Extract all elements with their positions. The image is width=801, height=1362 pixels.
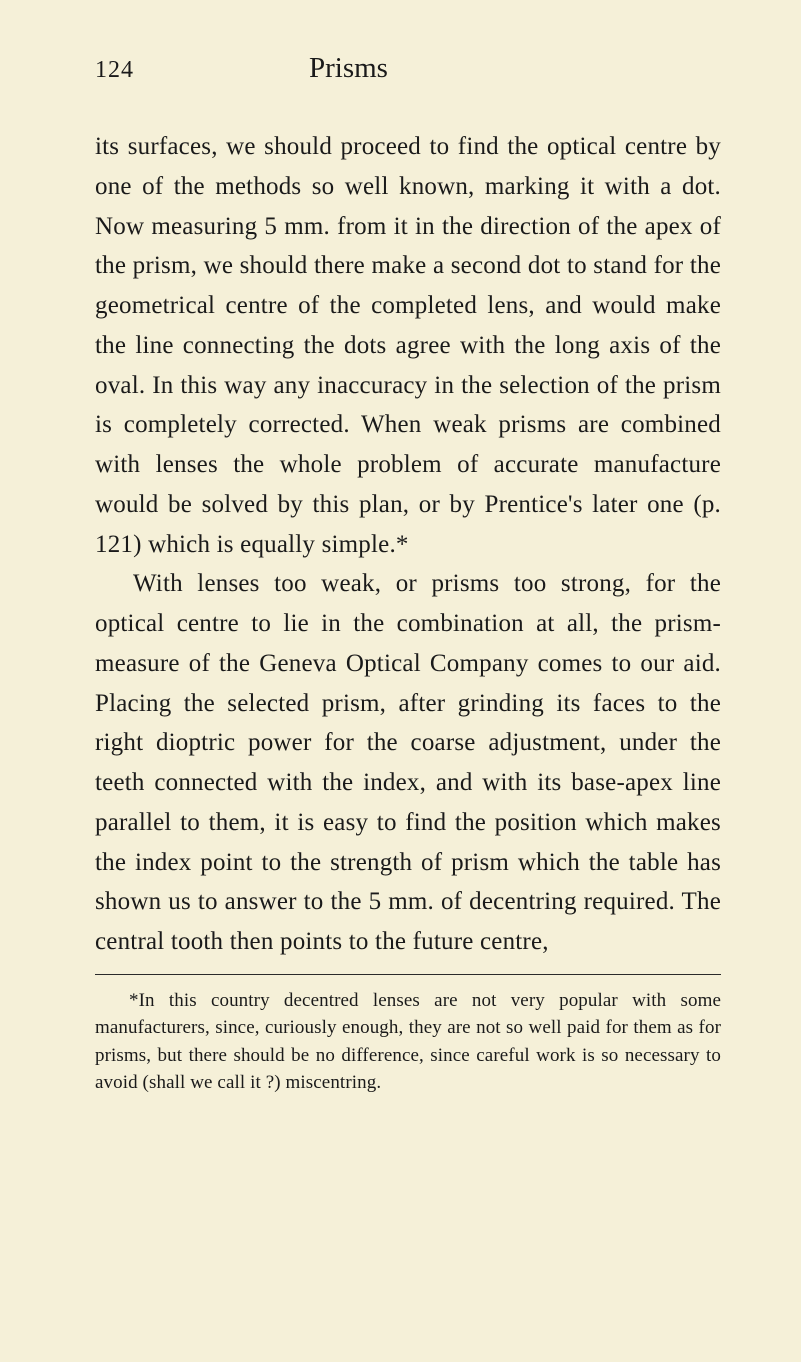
footnote: *In this country decentred lenses are no… [95,987,721,1097]
paragraph-2: With lenses too weak, or prisms too stro… [95,564,721,962]
page-header: 124 Prisms [95,52,721,85]
paragraph-1: its surfaces, we should proceed to find … [95,127,721,564]
page-number: 124 [95,57,134,84]
footnote-divider [95,974,721,975]
body-text: its surfaces, we should proceed to find … [95,127,721,962]
page-title: Prisms [309,52,388,85]
